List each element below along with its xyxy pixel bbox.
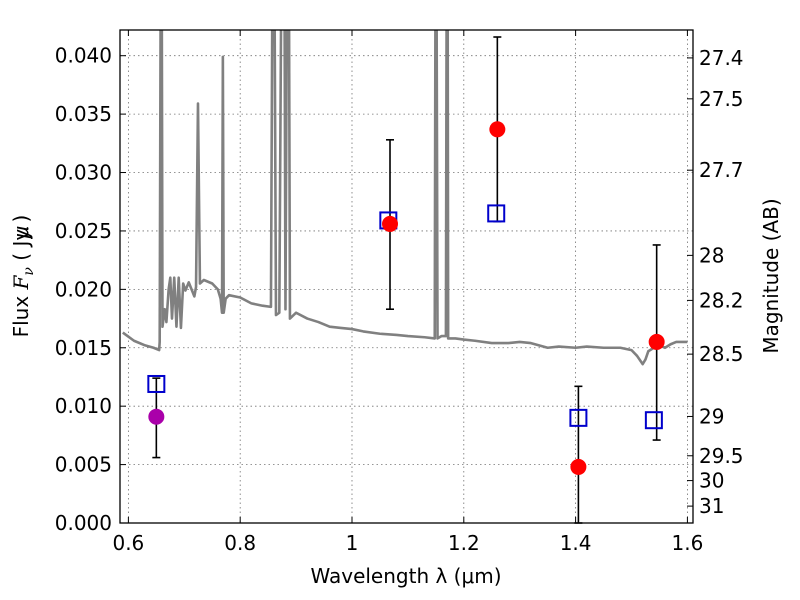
errorbar-layer bbox=[147, 36, 665, 524]
axes: 0.6 0.8 1 1.2 1.4 1.6 0.000 0.005 0.010 0.015 0.02… bbox=[55, 30, 744, 555]
mag-tick-label: 28.5 bbox=[699, 342, 744, 366]
mag-tick-label: 29 bbox=[699, 404, 724, 428]
mag-tick-label: 28 bbox=[699, 243, 724, 267]
y-tick-label: 0.035 bbox=[55, 102, 112, 126]
observed-point bbox=[382, 215, 399, 232]
model-point bbox=[487, 204, 506, 223]
observed-point bbox=[570, 458, 587, 475]
x-tick-label: 0.6 bbox=[112, 531, 144, 555]
y-axis-title-suffix: ( Jy ) bbox=[9, 215, 33, 267]
y-axis-title: Flux Fν ( Jy ) bbox=[9, 215, 37, 338]
observed-point bbox=[648, 333, 665, 350]
y-right-axis-title: Magnitude (AB) bbox=[759, 198, 783, 353]
y-tick-label: 0.010 bbox=[55, 394, 112, 418]
y-tick-label: 0.025 bbox=[55, 219, 112, 243]
y-axis-title-subscript: ν bbox=[21, 267, 37, 276]
observed-point bbox=[489, 121, 506, 138]
mag-tick-label: 27.4 bbox=[699, 46, 744, 70]
y-tick-label: 0.000 bbox=[55, 511, 112, 535]
mag-tick-label: 30 bbox=[699, 469, 724, 493]
mag-tick-label: 27.5 bbox=[699, 87, 744, 111]
x-tick-label: 1.2 bbox=[448, 531, 480, 555]
y-axis-title-symbol: F bbox=[9, 274, 33, 290]
data-layer bbox=[122, 30, 688, 366]
mag-tick-label: 28.2 bbox=[699, 288, 744, 312]
plot-frame bbox=[119, 29, 694, 524]
model-point bbox=[147, 374, 166, 393]
y-axis-title-prefix: Flux bbox=[9, 289, 33, 337]
y-tick-label: 0.030 bbox=[55, 161, 112, 185]
y-tick-label: 0.040 bbox=[55, 44, 112, 68]
x-axis-title: Wavelength λ (μm) bbox=[310, 564, 501, 588]
x-tick-label: 1.4 bbox=[560, 531, 592, 555]
x-tick-label: 0.8 bbox=[224, 531, 256, 555]
observed-point bbox=[148, 408, 165, 425]
model-point bbox=[644, 411, 663, 430]
mag-tick-label: 31 bbox=[699, 494, 724, 518]
model-point bbox=[569, 408, 588, 427]
y-axis-title-mu: μ bbox=[9, 226, 33, 240]
spectrum-line bbox=[122, 30, 688, 366]
mag-tick-label: 27.7 bbox=[699, 158, 744, 182]
x-tick-label: 1.6 bbox=[672, 531, 704, 555]
plot-background bbox=[120, 30, 693, 523]
y-tick-label: 0.005 bbox=[55, 453, 112, 477]
mag-tick-label: 29.5 bbox=[699, 444, 744, 468]
y-tick-label: 0.015 bbox=[55, 336, 112, 360]
y-tick-label: 0.020 bbox=[55, 277, 112, 301]
x-tick-label: 1 bbox=[346, 531, 359, 555]
